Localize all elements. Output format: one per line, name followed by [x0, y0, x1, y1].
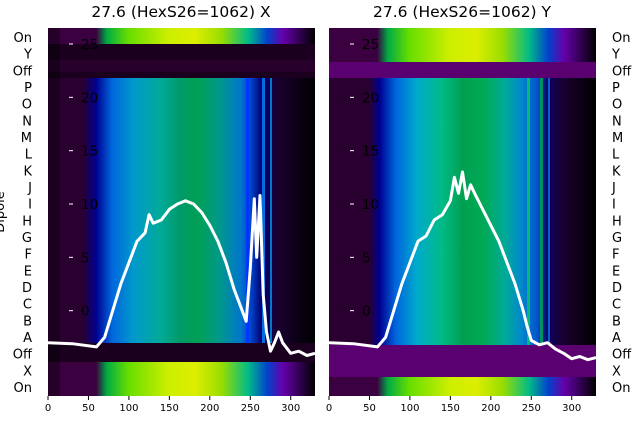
y-tick-label: 0: [362, 304, 371, 320]
row-label: F: [612, 248, 619, 263]
row-label: O: [22, 98, 32, 113]
row-label: X: [23, 364, 32, 379]
x-tick-label: 0: [45, 403, 51, 414]
row-label: E: [24, 264, 32, 279]
row-label: L: [25, 148, 33, 163]
y-tick-label: 15: [81, 144, 98, 160]
y-tick-label: 0: [81, 304, 90, 320]
row-label: X: [612, 364, 621, 379]
heatmap-band-on-bottom: [48, 362, 315, 396]
row-label: G: [612, 231, 622, 246]
row-label: B: [23, 314, 32, 329]
row-label: P: [24, 81, 32, 96]
row-label: Y: [611, 48, 620, 63]
panel-x-title: 27.6 (HexS26=1062) X: [91, 3, 271, 21]
panel-y: 27.6 (HexS26=1062) Y 0 5 10 15 20 25 0 50 100 15…: [326, 3, 632, 414]
row-label: I: [612, 198, 616, 213]
row-label: On: [14, 31, 32, 46]
x-tick-label: 300: [562, 403, 581, 414]
heatmap-band-off-bottom: [329, 345, 596, 377]
row-label: Off: [13, 64, 33, 79]
heatmap-band-off-bottom: [48, 343, 315, 363]
y-tick-label: 20: [81, 90, 98, 106]
x-ticks-x: 0 50 100 150 200 250 300: [45, 396, 300, 414]
row-label: J: [27, 181, 32, 196]
row-label: A: [612, 331, 621, 346]
x-tick-label: 200: [481, 403, 500, 414]
row-label: Off: [612, 64, 632, 79]
row-label: G: [22, 231, 32, 246]
x-tick-label: 300: [281, 403, 300, 414]
heatmap-band-on-top: [329, 28, 596, 62]
row-label: Off: [612, 348, 632, 363]
row-label: D: [612, 281, 622, 296]
y-ticks-y: 0 5 10 15 20 25: [350, 37, 379, 320]
heatmap-band-on-top: [48, 28, 315, 44]
y-tick-label: 15: [362, 144, 379, 160]
x-tick-label: 50: [82, 403, 95, 414]
row-label: N: [612, 114, 622, 129]
overlay-series-x: [47, 194, 316, 357]
row-label: E: [612, 264, 620, 279]
x-tick-label: 150: [160, 403, 179, 414]
row-label: On: [612, 31, 630, 46]
row-label: Y: [23, 48, 32, 63]
panel-x: 27.6 (HexS26=1062) X 0 5 10 15 20 25 0 50 100 15…: [13, 3, 316, 414]
overlay-series-y: [328, 170, 597, 362]
x-tick-label: 250: [522, 403, 541, 414]
row-label: On: [14, 381, 32, 396]
y-tick-label: 20: [362, 90, 379, 106]
row-label: P: [612, 81, 620, 96]
y-tick-label: 5: [362, 250, 371, 266]
y-ticks-x: 0 5 10 15 20 25: [69, 37, 98, 320]
row-label: K: [23, 164, 32, 179]
row-label: B: [612, 314, 621, 329]
x-tick-label: 150: [441, 403, 460, 414]
y-tick-label: 25: [81, 37, 98, 53]
row-label: On: [612, 381, 630, 396]
row-label: C: [612, 298, 621, 313]
x-ticks-y: 0 50 100 150 200 250 300: [326, 396, 581, 414]
heatmap-band-off-top: [329, 62, 596, 78]
row-label: O: [612, 98, 622, 113]
y-tick-label: 10: [81, 197, 98, 213]
x-tick-label: 250: [241, 403, 260, 414]
y-axis-label: Dipole: [0, 191, 8, 232]
x-tick-label: 0: [326, 403, 332, 414]
row-label: C: [23, 298, 32, 313]
row-label: J: [611, 181, 616, 196]
row-label: D: [22, 281, 32, 296]
x-tick-label: 200: [200, 403, 219, 414]
x-tick-label: 50: [363, 403, 376, 414]
row-label: H: [22, 214, 32, 229]
row-label: F: [25, 248, 32, 263]
y-tick-label: 5: [81, 250, 90, 266]
heatmap-band-on-bottom: [329, 377, 596, 396]
x-tick-label: 100: [400, 403, 419, 414]
y-tick-label: 10: [362, 197, 379, 213]
row-label: I: [28, 198, 32, 213]
panel-y-title: 27.6 (HexS26=1062) Y: [373, 3, 552, 21]
row-label: M: [21, 131, 32, 146]
row-label: L: [612, 148, 620, 163]
y-tick-label: 25: [362, 37, 379, 53]
heatmap-body: [329, 28, 596, 396]
row-label: A: [23, 331, 32, 346]
row-label: H: [612, 214, 622, 229]
row-label: K: [612, 164, 621, 179]
row-label: N: [22, 114, 32, 129]
x-tick-label: 100: [119, 403, 138, 414]
row-label: Off: [13, 348, 33, 363]
row-label: M: [612, 131, 623, 146]
